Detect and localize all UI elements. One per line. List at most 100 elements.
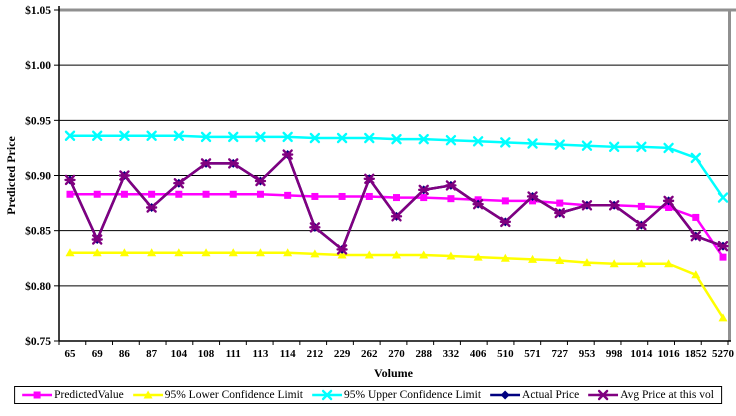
marker-x: [146, 130, 157, 141]
marker-x: [321, 389, 333, 401]
marker-x: [445, 134, 457, 146]
y-tick-label: $0.75: [25, 335, 51, 348]
marker-star: [309, 222, 321, 233]
x-tick-label: 86: [119, 348, 131, 360]
marker-x: [391, 133, 402, 145]
marker-x: [173, 130, 185, 141]
legend: PredictedValue 95% Lower Confidence Limit…: [14, 386, 722, 404]
y-tick-label: $1.00: [25, 59, 51, 72]
marker-square: [66, 190, 74, 198]
x-tick-label: 229: [334, 348, 351, 360]
marker-square: [420, 194, 428, 202]
marker-triangle: [555, 255, 565, 264]
marker-x: [717, 192, 729, 203]
series-line-1: [70, 251, 725, 319]
x-axis-title: Volume: [374, 366, 414, 380]
x-tick-label: 998: [606, 348, 623, 360]
marker-square: [311, 192, 319, 200]
marker-x: [309, 132, 321, 144]
y-tick-label: $1.05: [25, 4, 51, 17]
x-tick-label: 288: [415, 348, 432, 360]
marker-x: [200, 131, 212, 143]
x-tick-label: 262: [361, 348, 378, 360]
legend-entry-2: 95% Upper Confidence Limit: [312, 389, 481, 401]
marker-star: [390, 211, 403, 222]
marker-square: [202, 190, 210, 198]
legend-marker-icon-star: [588, 389, 619, 401]
x-tick-label: 727: [552, 348, 569, 360]
marker-triangle: [255, 248, 265, 257]
marker-x: [472, 136, 484, 147]
marker-triangle: [419, 250, 429, 259]
x-tick-label: 114: [280, 348, 296, 360]
legend-label-3: Actual Price: [522, 389, 580, 401]
marker-square: [284, 191, 292, 199]
legend-entry-1: 95% Lower Confidence Limit: [132, 389, 304, 401]
x-tick-label: 571: [524, 348, 541, 360]
marker-x: [364, 132, 375, 144]
x-tick-label: 5270: [712, 348, 735, 360]
marker-diamond: [500, 390, 510, 400]
marker-x: [92, 130, 103, 141]
legend-entry-4: Avg Price at this vol: [588, 389, 714, 401]
marker-star: [554, 207, 566, 219]
marker-x: [636, 141, 647, 153]
marker-x: [64, 130, 76, 141]
marker-x: [608, 141, 620, 153]
y-tick-label: $0.95: [25, 114, 51, 127]
y-tick-label: $0.85: [25, 225, 51, 238]
marker-star: [200, 158, 212, 169]
legend-entry-3: Actual Price: [490, 389, 579, 401]
marker-triangle: [119, 248, 129, 257]
x-tick-label: 510: [497, 348, 514, 360]
marker-triangle: [718, 313, 728, 322]
marker-triangle: [664, 259, 674, 268]
marker-star: [227, 158, 239, 169]
x-tick-label: 111: [226, 348, 241, 360]
marker-square: [229, 190, 237, 198]
marker-triangle: [364, 250, 374, 259]
marker-triangle: [65, 248, 75, 257]
marker-star: [597, 389, 609, 401]
marker-triangle: [201, 248, 211, 257]
legend-label-1: 95% Lower Confidence Limit: [164, 389, 304, 401]
marker-star: [690, 230, 702, 242]
marker-star: [281, 149, 294, 160]
marker-triangle: [283, 248, 293, 257]
marker-x: [336, 132, 348, 144]
marker-square: [148, 190, 156, 198]
marker-triangle: [500, 253, 510, 262]
marker-star: [717, 240, 729, 252]
x-tick-label: 108: [198, 348, 215, 360]
x-tick-label: 1014: [630, 348, 653, 360]
marker-triangle: [147, 248, 157, 257]
series-line-4: [68, 153, 724, 251]
marker-square: [719, 253, 727, 261]
legend-marker-icon-x: [312, 389, 343, 401]
x-tick-label: 1016: [658, 348, 681, 360]
marker-x: [255, 131, 266, 143]
y-tick-label: $0.90: [25, 170, 51, 183]
marker-triangle: [528, 254, 538, 263]
marker-x: [418, 133, 429, 145]
marker-x: [527, 138, 538, 149]
x-tick-label: 87: [146, 348, 158, 360]
marker-triangle: [392, 250, 401, 259]
marker-square: [637, 202, 645, 210]
marker-star: [418, 184, 430, 196]
x-tick-label: 332: [443, 348, 460, 360]
marker-square: [33, 391, 41, 399]
marker-square: [447, 195, 455, 203]
marker-triangle: [310, 249, 320, 258]
series-line-0: [70, 193, 725, 258]
marker-x: [282, 131, 293, 143]
marker-x: [581, 140, 593, 151]
marker-square: [120, 190, 128, 198]
marker-triangle: [446, 251, 456, 260]
x-tick-label: 65: [65, 348, 77, 360]
marker-star: [145, 202, 158, 213]
marker-star: [445, 180, 457, 191]
x-tick-label: 1852: [685, 348, 708, 360]
series-line-3: [68, 153, 724, 251]
